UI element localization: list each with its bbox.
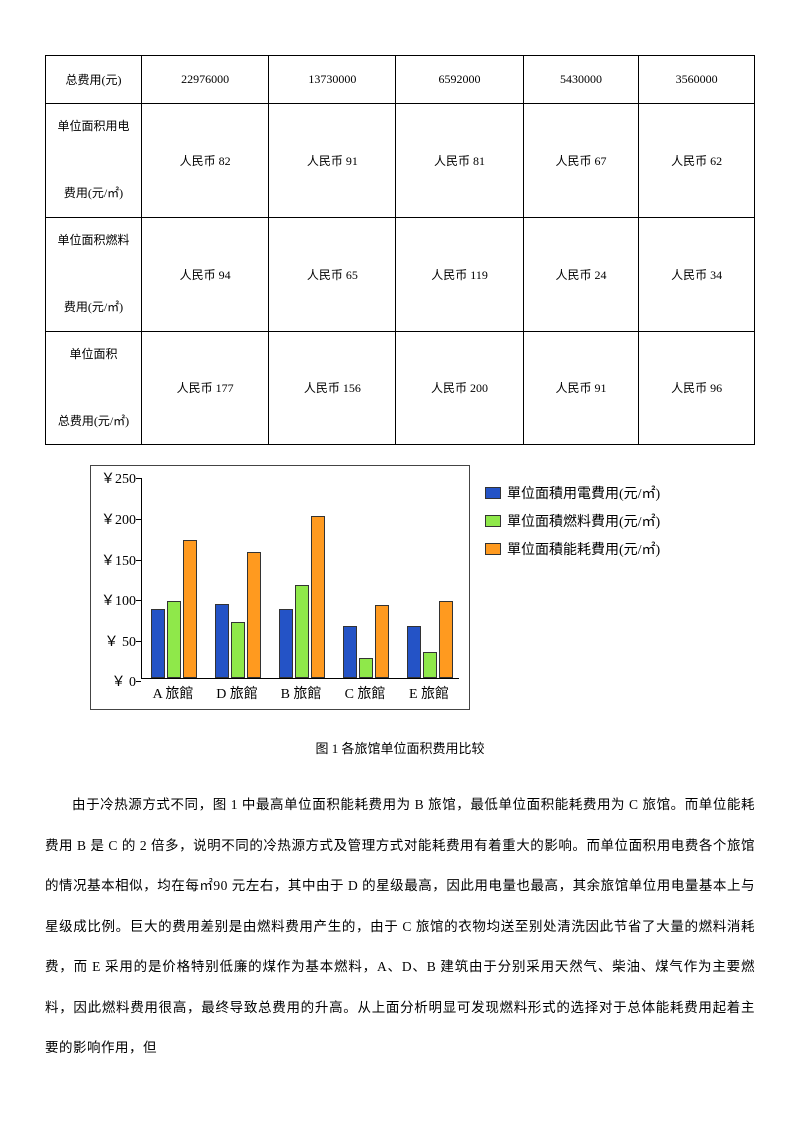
body-paragraph: 由于冷热源方式不同，图 1 中最高单位面积能耗费用为 B 旅馆，最低单位面积能耗… bbox=[45, 785, 755, 1069]
table-cell: 人民币 96 bbox=[639, 331, 755, 445]
legend-label: 單位面積能耗費用(元/㎡) bbox=[507, 539, 660, 559]
row-header: 单位面积总费用(元/㎡) bbox=[46, 331, 142, 445]
cost-table: 总费用(元)2297600013730000659200054300003560… bbox=[45, 55, 755, 445]
table-cell: 人民币 119 bbox=[396, 217, 523, 331]
legend-swatch bbox=[485, 487, 501, 499]
table-cell: 人民币 24 bbox=[523, 217, 639, 331]
table-cell: 人民币 34 bbox=[639, 217, 755, 331]
legend-item: 單位面積燃料費用(元/㎡) bbox=[485, 511, 660, 531]
row-header: 单位面积燃料费用(元/㎡) bbox=[46, 217, 142, 331]
bar bbox=[311, 516, 325, 678]
table-cell: 人民币 91 bbox=[523, 331, 639, 445]
table-cell: 人民币 156 bbox=[269, 331, 396, 445]
x-axis-label: C 旅館 bbox=[335, 683, 395, 703]
table-cell: 5430000 bbox=[523, 56, 639, 104]
legend-item: 單位面積能耗費用(元/㎡) bbox=[485, 539, 660, 559]
table-cell: 6592000 bbox=[396, 56, 523, 104]
bar bbox=[183, 540, 197, 678]
legend-swatch bbox=[485, 543, 501, 555]
table-cell: 3560000 bbox=[639, 56, 755, 104]
y-axis-label: ￥ 50 bbox=[91, 631, 136, 651]
table-cell: 人民币 94 bbox=[142, 217, 269, 331]
table-cell: 人民币 200 bbox=[396, 331, 523, 445]
table-cell: 人民币 65 bbox=[269, 217, 396, 331]
bar bbox=[359, 658, 373, 678]
table-cell: 人民币 177 bbox=[142, 331, 269, 445]
bar bbox=[247, 552, 261, 678]
bar bbox=[215, 604, 229, 679]
table-cell: 人民币 62 bbox=[639, 104, 755, 218]
x-axis-label: A 旅館 bbox=[143, 683, 203, 703]
row-header: 总费用(元) bbox=[46, 56, 142, 104]
table-cell: 人民币 67 bbox=[523, 104, 639, 218]
x-axis-label: B 旅館 bbox=[271, 683, 331, 703]
chart-container: ￥ 0 ￥ 50 ￥100 ￥150 ￥200 ￥250 A 旅館D 旅館B 旅館C 旅館… bbox=[90, 465, 710, 710]
bar bbox=[375, 605, 389, 678]
bar bbox=[407, 626, 421, 679]
legend-item: 單位面積用電費用(元/㎡) bbox=[485, 483, 660, 503]
legend-label: 單位面積燃料費用(元/㎡) bbox=[507, 511, 660, 531]
y-axis-label: ￥150 bbox=[91, 550, 136, 570]
y-axis-label: ￥100 bbox=[91, 590, 136, 610]
y-axis-label: ￥200 bbox=[91, 509, 136, 529]
bar bbox=[231, 622, 245, 679]
bar bbox=[439, 601, 453, 678]
x-axis-label: E 旅館 bbox=[399, 683, 459, 703]
y-axis-label: ￥ 0 bbox=[91, 671, 136, 691]
x-axis-label: D 旅館 bbox=[207, 683, 267, 703]
chart-caption: 图 1 各旅馆单位面积费用比较 bbox=[45, 738, 755, 757]
table-cell: 人民币 91 bbox=[269, 104, 396, 218]
table-cell: 13730000 bbox=[269, 56, 396, 104]
table-cell: 人民币 81 bbox=[396, 104, 523, 218]
table-cell: 22976000 bbox=[142, 56, 269, 104]
legend-swatch bbox=[485, 515, 501, 527]
y-axis-label: ￥250 bbox=[91, 468, 136, 488]
bar bbox=[279, 609, 293, 678]
bar-chart: ￥ 0 ￥ 50 ￥100 ￥150 ￥200 ￥250 A 旅館D 旅館B 旅館C 旅館… bbox=[90, 465, 470, 710]
bar bbox=[167, 601, 181, 678]
chart-legend: 單位面積用電費用(元/㎡) 單位面積燃料費用(元/㎡) 單位面積能耗費用(元/㎡) bbox=[485, 465, 660, 567]
bar bbox=[343, 626, 357, 679]
bar bbox=[151, 609, 165, 678]
legend-label: 單位面積用電費用(元/㎡) bbox=[507, 483, 660, 503]
table-cell: 人民币 82 bbox=[142, 104, 269, 218]
bar bbox=[295, 585, 309, 678]
bar bbox=[423, 652, 437, 678]
row-header: 单位面积用电费用(元/㎡) bbox=[46, 104, 142, 218]
